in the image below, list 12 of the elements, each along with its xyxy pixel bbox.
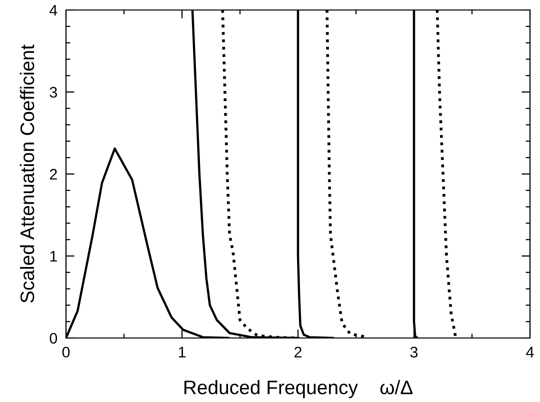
y-tick-label: 0 (50, 332, 58, 344)
x-tick-label: 4 (526, 346, 534, 358)
x-axis-title: Reduced Frequency ω/Δ (184, 380, 413, 398)
x-tick-label: 3 (410, 346, 418, 358)
x-tick-label: 0 (62, 346, 70, 358)
y-tick-label: 3 (50, 86, 57, 98)
y-tick-label: 2 (50, 168, 57, 180)
x-tick-label: 2 (294, 346, 302, 358)
y-tick-label: 1 (50, 251, 57, 262)
x-tick-label: 1 (178, 346, 186, 358)
y-axis-title: Scaled Attenuation Coefficient (20, 44, 34, 303)
y-tick-label: 4 (50, 5, 58, 16)
